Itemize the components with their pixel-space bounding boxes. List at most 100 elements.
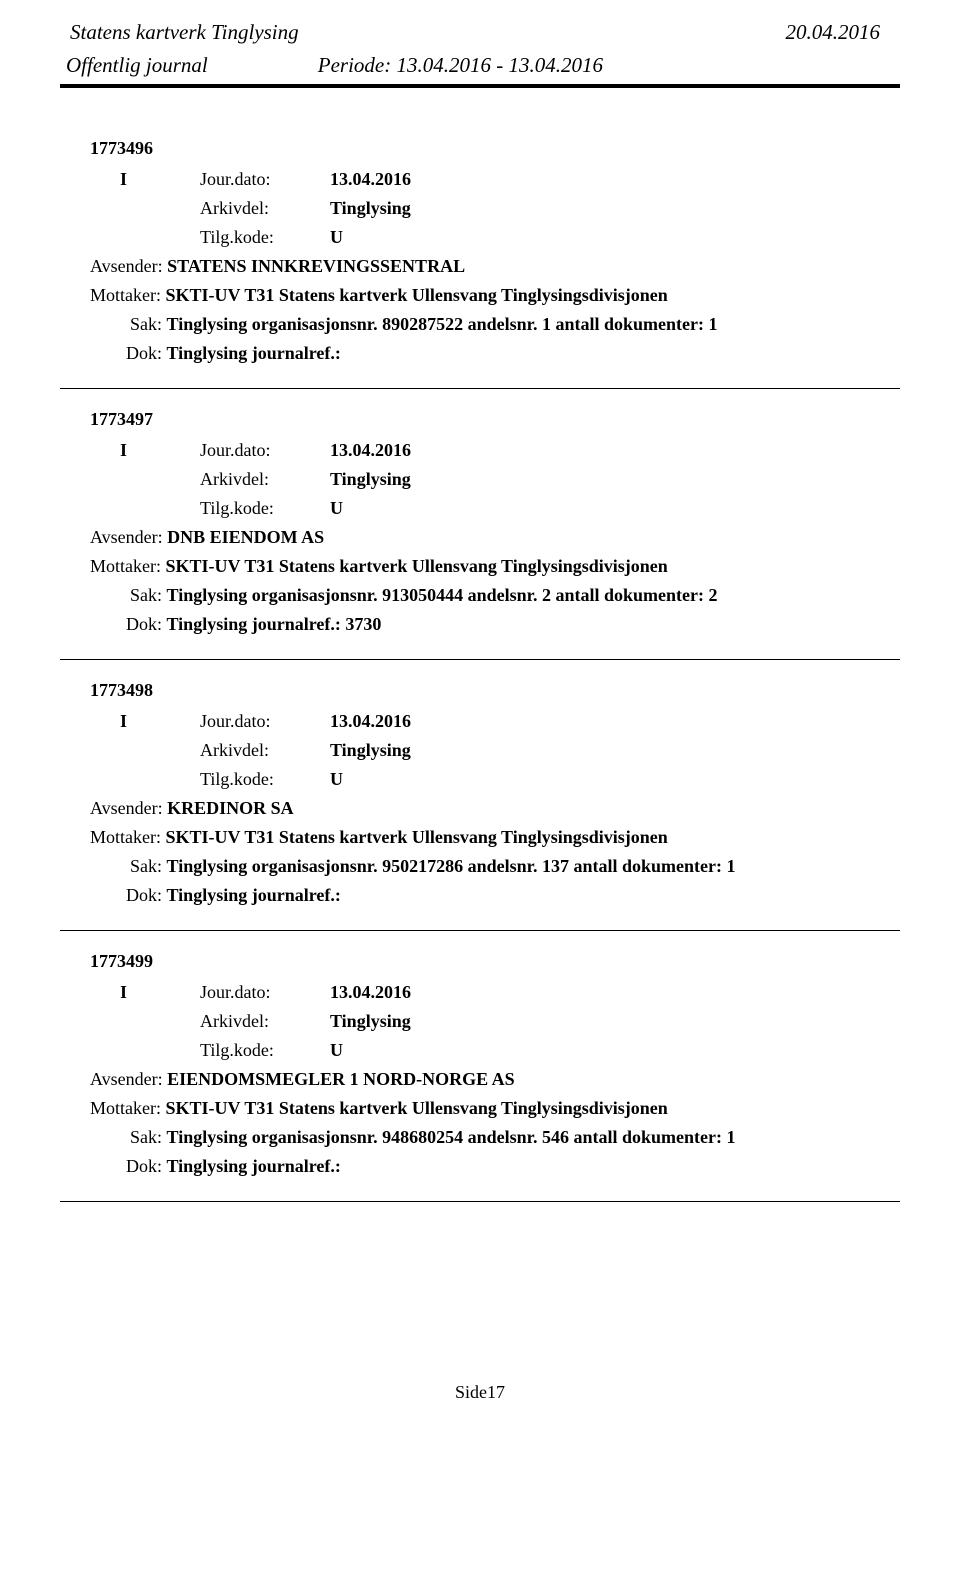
entry-arkivdel-label: Arkivdel: bbox=[200, 740, 330, 761]
entry-tilgkode-row: Tilg.kode:U bbox=[90, 498, 900, 519]
journal-entry: 1773499 IJour.dato:13.04.2016 Arkivdel:Tin… bbox=[60, 951, 900, 1177]
header-title: Statens kartverk Tinglysing bbox=[70, 20, 900, 45]
entry-jourdato-label: Jour.dato: bbox=[200, 711, 330, 732]
entry-mottaker-row: Mottaker: SKTI-UV T31 Statens kartverk U… bbox=[90, 285, 900, 306]
entry-avsender-row: Avsender: EIENDOMSMEGLER 1 NORD-NORGE AS bbox=[90, 1069, 900, 1090]
entry-separator bbox=[60, 388, 900, 389]
header-rule bbox=[60, 84, 900, 88]
entry-avsender-value: STATENS INNKREVINGSSENTRAL bbox=[167, 256, 465, 276]
entry-arkivdel-value: Tinglysing bbox=[330, 469, 411, 490]
entry-dok-row: Dok: Tinglysing journalref.: bbox=[90, 885, 900, 906]
entry-avsender-value: DNB EIENDOM AS bbox=[167, 527, 324, 547]
entry-mottaker-label: Mottaker: bbox=[90, 556, 165, 576]
document-subheader: Offentlig journal Periode: 13.04.2016 - … bbox=[60, 53, 900, 78]
entry-jourdato-value: 13.04.2016 bbox=[330, 982, 411, 1003]
entry-jourdato-label: Jour.dato: bbox=[200, 982, 330, 1003]
entry-dok-label: Dok: bbox=[126, 885, 167, 905]
entry-avsender-row: Avsender: DNB EIENDOM AS bbox=[90, 527, 900, 548]
entry-avsender-label: Avsender: bbox=[90, 1069, 167, 1089]
entry-sak-value: Tinglysing organisasjonsnr. 950217286 an… bbox=[167, 856, 736, 876]
document-header: Statens kartverk Tinglysing 20.04.2016 bbox=[60, 20, 900, 45]
entry-mottaker-row: Mottaker: SKTI-UV T31 Statens kartverk U… bbox=[90, 1098, 900, 1119]
entry-id: 1773497 bbox=[90, 409, 900, 430]
entry-mottaker-label: Mottaker: bbox=[90, 285, 165, 305]
entry-sak-label: Sak: bbox=[130, 856, 167, 876]
entry-dok-label: Dok: bbox=[126, 343, 167, 363]
entry-arkivdel-value: Tinglysing bbox=[330, 740, 411, 761]
entry-sak-value: Tinglysing organisasjonsnr. 948680254 an… bbox=[167, 1127, 736, 1147]
entry-sak-label: Sak: bbox=[130, 1127, 167, 1147]
entry-tilgkode-row: Tilg.kode:U bbox=[90, 227, 900, 248]
entry-type: I bbox=[120, 982, 200, 1003]
entry-tilgkode-row: Tilg.kode:U bbox=[90, 1040, 900, 1061]
entry-mottaker-label: Mottaker: bbox=[90, 1098, 165, 1118]
entry-jourdato-row: IJour.dato:13.04.2016 bbox=[90, 711, 900, 732]
entries-container: 1773496IJour.dato:13.04.2016Arkivdel:Tin… bbox=[60, 138, 900, 1202]
entry-sak-value: Tinglysing organisasjonsnr. 890287522 an… bbox=[167, 314, 718, 334]
entry-sak-label: Sak: bbox=[130, 314, 167, 334]
entry-sak-row: Sak: Tinglysing organisasjonsnr. 9130504… bbox=[90, 585, 900, 606]
entry-type: I bbox=[120, 440, 200, 461]
entry-avsender-value: EIENDOMSMEGLER 1 NORD-NORGE AS bbox=[167, 1069, 515, 1089]
entry-mottaker-value: SKTI-UV T31 Statens kartverk Ullensvang … bbox=[165, 1098, 667, 1118]
entry-tilgkode-value: U bbox=[330, 227, 343, 248]
journal-entry: 1773498IJour.dato:13.04.2016Arkivdel:Tin… bbox=[60, 680, 900, 906]
entry-type: I bbox=[120, 711, 200, 732]
entry-tilgkode-label: Tilg.kode: bbox=[200, 769, 330, 790]
entry-jourdato-row: IJour.dato:13.04.2016 bbox=[90, 982, 900, 1003]
entry-dok-value: Tinglysing journalref.: 3730 bbox=[167, 614, 382, 634]
entry-avsender-label: Avsender: bbox=[90, 256, 167, 276]
entry-dok-label: Dok: bbox=[126, 614, 167, 634]
entry-arkivdel-label: Arkivdel: bbox=[200, 198, 330, 219]
entry-sak-value: Tinglysing organisasjonsnr. 913050444 an… bbox=[167, 585, 718, 605]
entry-mottaker-label: Mottaker: bbox=[90, 827, 165, 847]
entry-mottaker-value: SKTI-UV T31 Statens kartverk Ullensvang … bbox=[165, 285, 667, 305]
entry-mottaker-row: Mottaker: SKTI-UV T31 Statens kartverk U… bbox=[90, 827, 900, 848]
entry-id: 1773499 bbox=[90, 951, 900, 972]
entry-tilgkode-label: Tilg.kode: bbox=[200, 1040, 330, 1061]
entry-jourdato-row: IJour.dato:13.04.2016 bbox=[90, 440, 900, 461]
journal-entry: 1773497IJour.dato:13.04.2016Arkivdel:Tin… bbox=[60, 409, 900, 635]
entry-jourdato-value: 13.04.2016 bbox=[330, 440, 411, 461]
entry-avsender-value: KREDINOR SA bbox=[167, 798, 294, 818]
entry-dok-row: Dok: Tinglysing journalref.: bbox=[90, 343, 900, 364]
entry-id: 1773498 bbox=[90, 680, 900, 701]
entry-tilgkode-label: Tilg.kode: bbox=[200, 498, 330, 519]
subheader-period: Periode: 13.04.2016 - 13.04.2016 bbox=[318, 53, 603, 78]
entry-mottaker-row: Mottaker: SKTI-UV T31 Statens kartverk U… bbox=[90, 556, 900, 577]
subheader-journal: Offentlig journal bbox=[66, 53, 208, 78]
entry-jourdato-value: 13.04.2016 bbox=[330, 711, 411, 732]
entry-sak-label: Sak: bbox=[130, 585, 167, 605]
entry-sak-row: Sak: Tinglysing organisasjonsnr. 8902875… bbox=[90, 314, 900, 335]
journal-entry: 1773496IJour.dato:13.04.2016Arkivdel:Tin… bbox=[60, 138, 900, 364]
entry-avsender-label: Avsender: bbox=[90, 798, 167, 818]
entry-type: I bbox=[120, 169, 200, 190]
entry-separator bbox=[60, 1201, 900, 1202]
entry-dok-row: Dok: Tinglysing journalref.: 3730 bbox=[90, 614, 900, 635]
entry-tilgkode-row: Tilg.kode:U bbox=[90, 769, 900, 790]
entry-arkivdel-row: Arkivdel:Tinglysing bbox=[90, 198, 900, 219]
header-date: 20.04.2016 bbox=[786, 20, 881, 45]
entry-arkivdel-row: Arkivdel:Tinglysing bbox=[90, 740, 900, 761]
entry-tilgkode-value: U bbox=[330, 769, 343, 790]
entry-separator bbox=[60, 930, 900, 931]
entry-tilgkode-value: U bbox=[330, 498, 343, 519]
page-footer: Side17 bbox=[60, 1382, 900, 1403]
entry-jourdato-row: IJour.dato:13.04.2016 bbox=[90, 169, 900, 190]
entry-arkivdel-label: Arkivdel: bbox=[200, 469, 330, 490]
entry-tilgkode-label: Tilg.kode: bbox=[200, 227, 330, 248]
entry-dok-value: Tinglysing journalref.: bbox=[167, 885, 341, 905]
entry-sak-row: Sak: Tinglysing organisasjonsnr. 9502172… bbox=[90, 856, 900, 877]
entry-jourdato-label: Jour.dato: bbox=[200, 169, 330, 190]
entry-avsender-row: Avsender: KREDINOR SA bbox=[90, 798, 900, 819]
entry-dok-label: Dok: bbox=[126, 1156, 167, 1176]
entry-sak-row: Sak: Tinglysing organisasjonsnr. 9486802… bbox=[90, 1127, 900, 1148]
entry-dok-row: Dok: Tinglysing journalref.: bbox=[90, 1156, 900, 1177]
entry-tilgkode-value: U bbox=[330, 1040, 343, 1061]
entry-arkivdel-row: Arkivdel:Tinglysing bbox=[90, 1011, 900, 1032]
entry-arkivdel-value: Tinglysing bbox=[330, 198, 411, 219]
entry-dok-value: Tinglysing journalref.: bbox=[167, 1156, 341, 1176]
entry-arkivdel-value: Tinglysing bbox=[330, 1011, 411, 1032]
entry-jourdato-label: Jour.dato: bbox=[200, 440, 330, 461]
entry-avsender-row: Avsender: STATENS INNKREVINGSSENTRAL bbox=[90, 256, 900, 277]
